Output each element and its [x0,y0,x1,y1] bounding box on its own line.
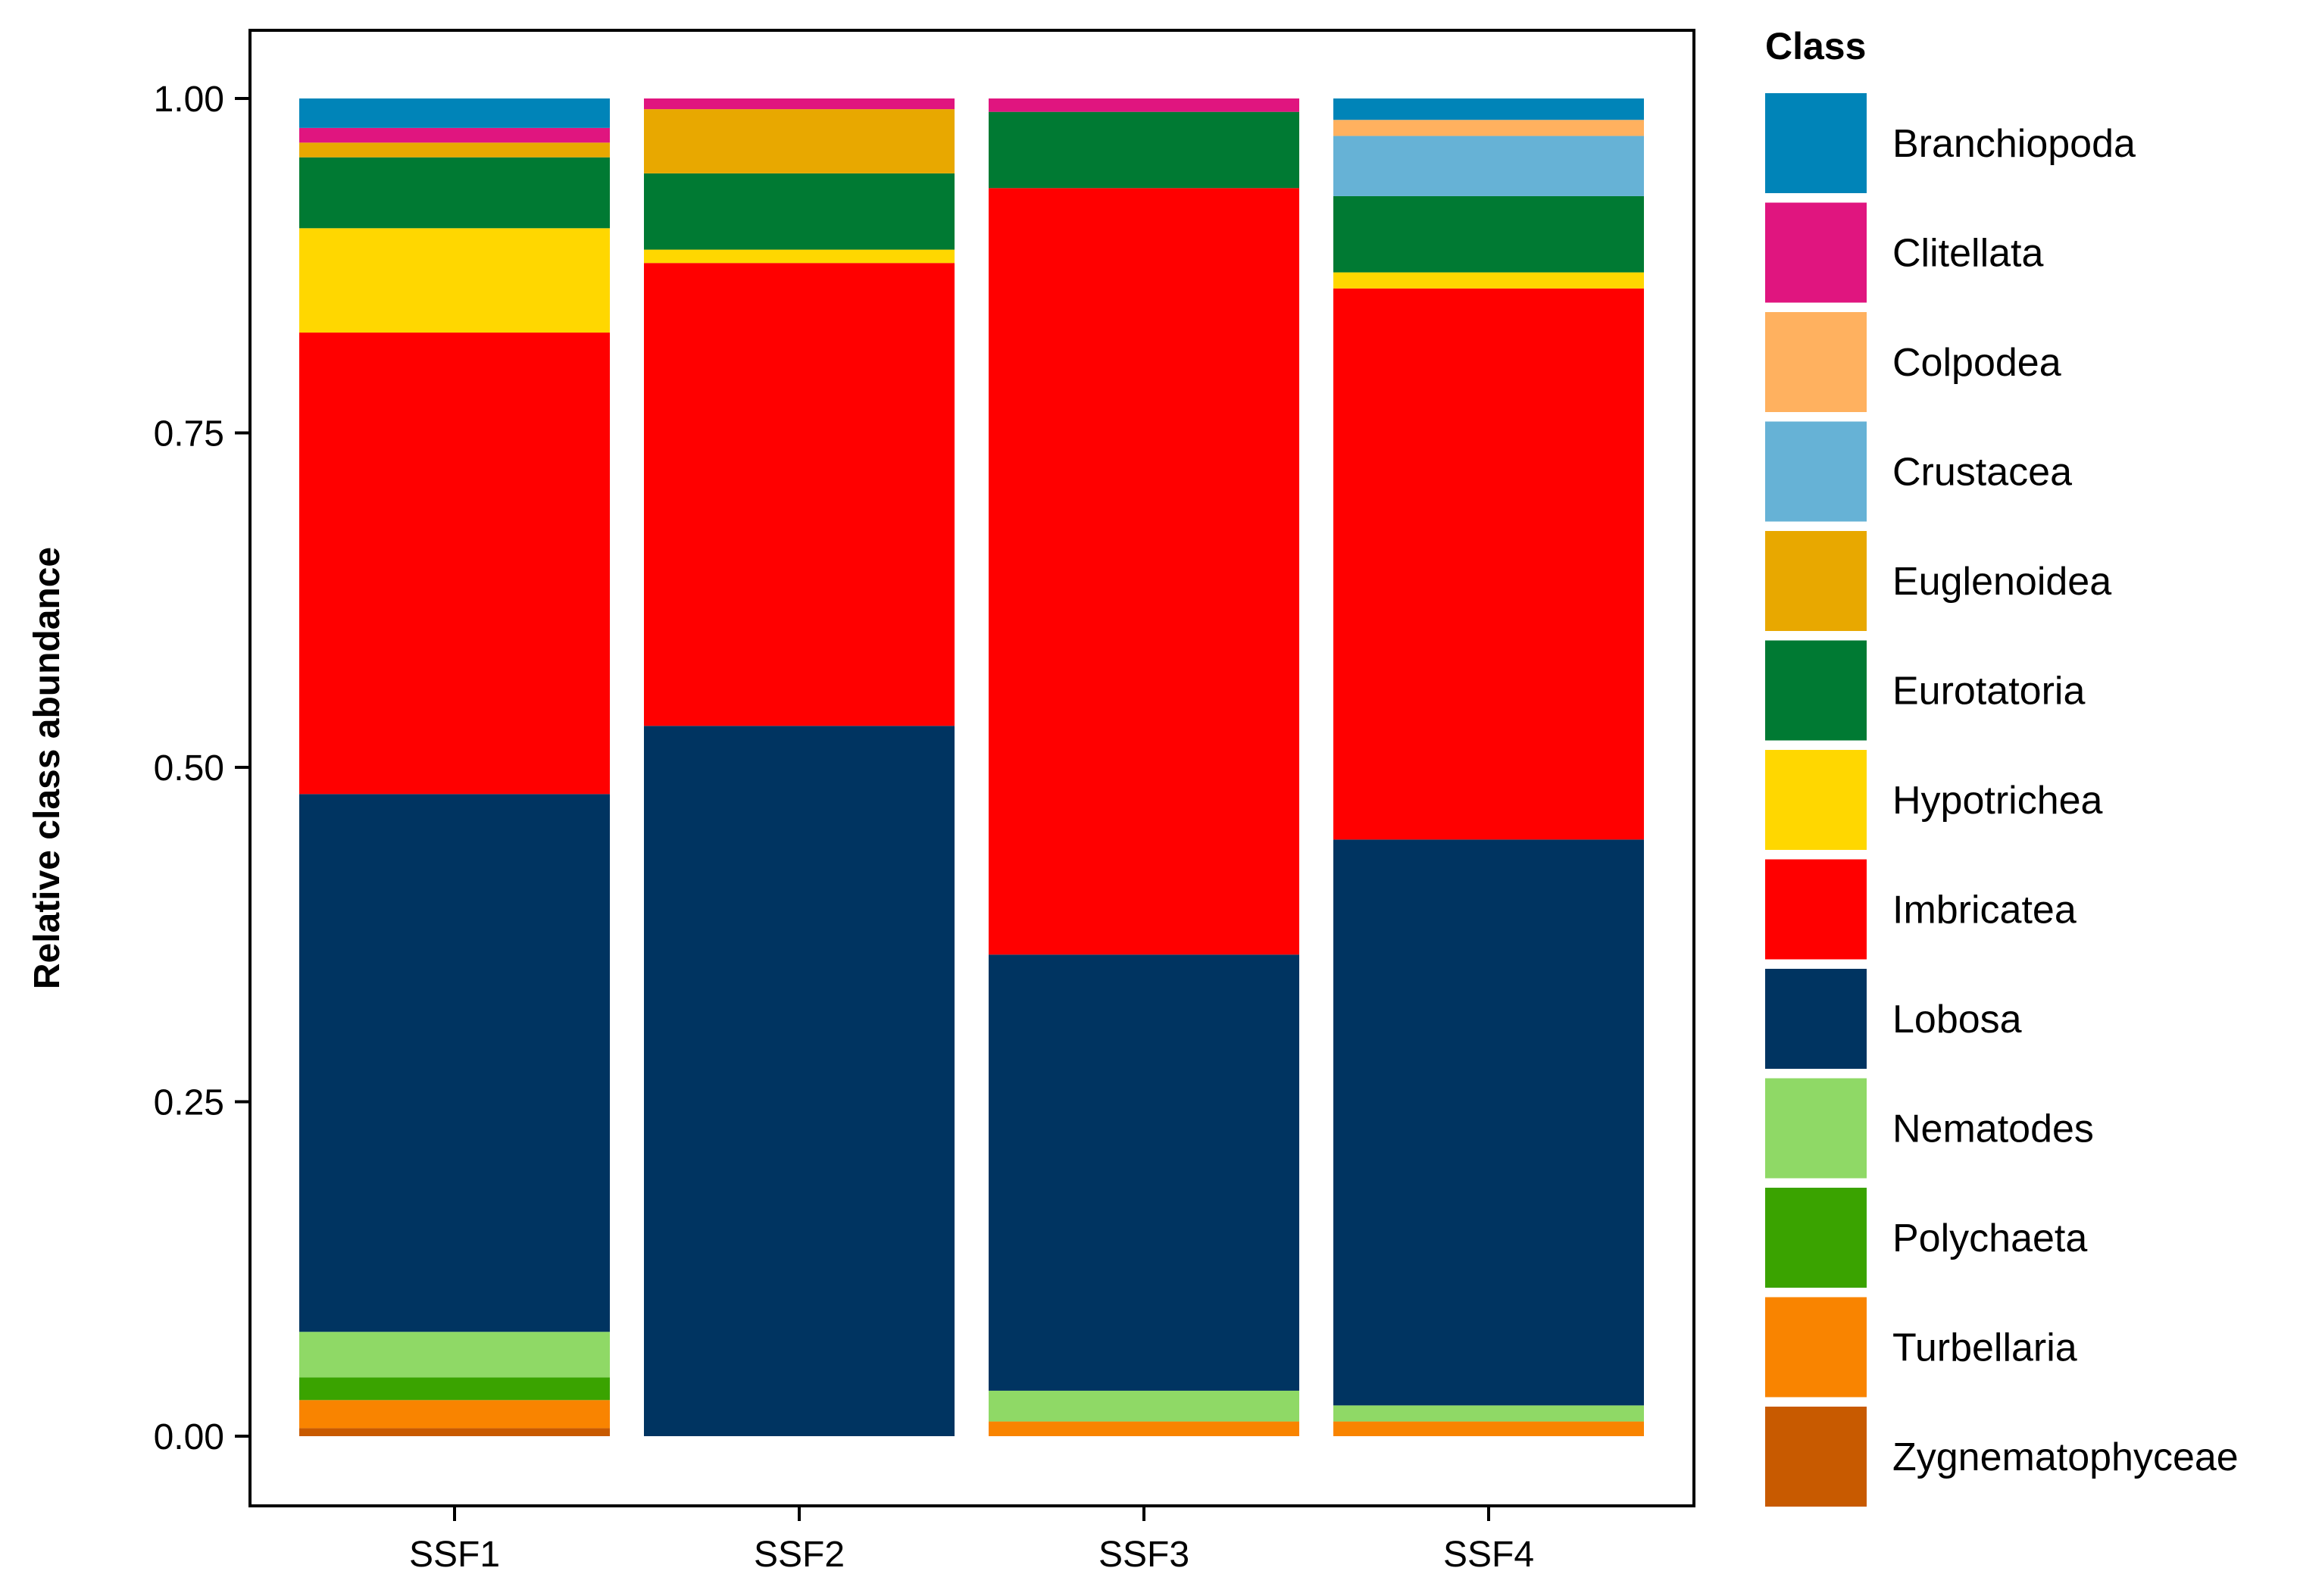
bar-segment-ssf1-eurotatoria [299,157,610,229]
y-tick-label: 0.75 [154,414,224,454]
bar-segment-ssf4-turbellaria [1333,1421,1644,1436]
legend-label-hypotrichea: Hypotrichea [1892,779,2103,823]
bar-segment-ssf4-nematodes [1333,1405,1644,1422]
bar-segment-ssf1-clitellata [299,127,610,143]
legend-label-branchiopoda: Branchiopoda [1892,122,2136,166]
bar-segment-ssf1-turbellaria [299,1400,610,1429]
bar-segment-ssf2-hypotrichea [644,249,955,264]
x-tick-label-ssf4: SSF4 [1443,1535,1534,1575]
legend-key-lobosa [1765,969,1867,1069]
y-axis: 0.00 0.25 0.50 0.75 1.00 [154,80,250,1457]
bar-segment-ssf3-nematodes [989,1390,1299,1422]
legend-label-euglenoidea: Euglenoidea [1892,560,2111,604]
legend-key-zygnematophyceae [1765,1407,1867,1507]
legend-label-clitellata: Clitellata [1892,232,2043,276]
plot-bars [299,98,1644,1436]
legend-key-nematodes [1765,1078,1867,1179]
y-tick-label: 0.25 [154,1083,224,1123]
bar-segment-ssf1-zygnematophyceae [299,1428,610,1436]
bar-segment-ssf1-lobosa [299,794,610,1332]
bar-segment-ssf3-lobosa [989,954,1299,1391]
legend-label-imbricatea: Imbricatea [1892,889,2077,932]
bar-segment-ssf2-imbricatea [644,263,955,726]
legend-key-clitellata [1765,202,1867,303]
bar-segment-ssf1-euglenoidea [299,142,610,158]
bar-segment-ssf2-lobosa [644,726,955,1436]
bar-segment-ssf1-hypotrichea [299,228,610,333]
y-tick-label: 0.50 [154,748,224,789]
bar-segment-ssf4-crustacea [1333,136,1644,196]
legend-key-polychaeta [1765,1188,1867,1288]
bar-segment-ssf3-turbellaria [989,1421,1299,1436]
bar-segment-ssf4-eurotatoria [1333,195,1644,273]
bar-segment-ssf4-colpodea [1333,120,1644,136]
legend-key-hypotrichea [1765,750,1867,850]
legend-key-branchiopoda [1765,93,1867,193]
y-axis-title: Relative class abundance [27,547,67,989]
legend-label-eurotatoria: Eurotatoria [1892,670,2085,714]
bar-segment-ssf4-branchiopoda [1333,98,1644,120]
legend-label-zygnematophyceae: Zygnematophyceae [1892,1435,2239,1479]
legend-label-turbellaria: Turbellaria [1892,1326,2077,1370]
y-tick-label: 0.00 [154,1417,224,1457]
y-tick-label: 1.00 [154,80,224,120]
bar-segment-ssf3-clitellata [989,98,1299,112]
x-axis: SSF1 SSF2 SSF3 SSF4 [409,1506,1534,1575]
bar-segment-ssf2-eurotatoria [644,173,955,250]
legend-key-turbellaria [1765,1297,1867,1398]
legend: Class Branchiopoda Clitellata Colpodea Crus… [1765,25,2239,1507]
legend-key-eurotatoria [1765,640,1867,741]
bar-segment-ssf3-imbricatea [989,188,1299,955]
bar-segment-ssf2-euglenoidea [644,109,955,173]
x-tick-label-ssf2: SSF2 [754,1535,845,1575]
x-tick-label-ssf3: SSF3 [1098,1535,1189,1575]
legend-label-colpodea: Colpodea [1892,341,2061,385]
bar-segment-ssf4-lobosa [1333,839,1644,1406]
bar-segment-ssf4-imbricatea [1333,288,1644,840]
legend-label-polychaeta: Polychaeta [1892,1217,2087,1260]
bar-segment-ssf1-branchiopoda [299,98,610,128]
bar-segment-ssf3-eurotatoria [989,111,1299,189]
legend-label-crustacea: Crustacea [1892,451,2072,495]
x-tick-label-ssf1: SSF1 [409,1535,500,1575]
legend-key-imbricatea [1765,859,1867,960]
legend-label-lobosa: Lobosa [1892,998,2022,1042]
bar-segment-ssf1-imbricatea [299,333,610,795]
bar-segment-ssf4-hypotrichea [1333,272,1644,289]
bar-segment-ssf1-nematodes [299,1332,610,1378]
bar-segment-ssf2-clitellata [644,98,955,110]
legend-key-euglenoidea [1765,531,1867,631]
legend-label-nematodes: Nematodes [1892,1107,2094,1151]
legend-title: Class [1765,25,1866,67]
legend-key-crustacea [1765,421,1867,522]
legend-key-colpodea [1765,312,1867,412]
bar-segment-ssf1-polychaeta [299,1377,610,1401]
